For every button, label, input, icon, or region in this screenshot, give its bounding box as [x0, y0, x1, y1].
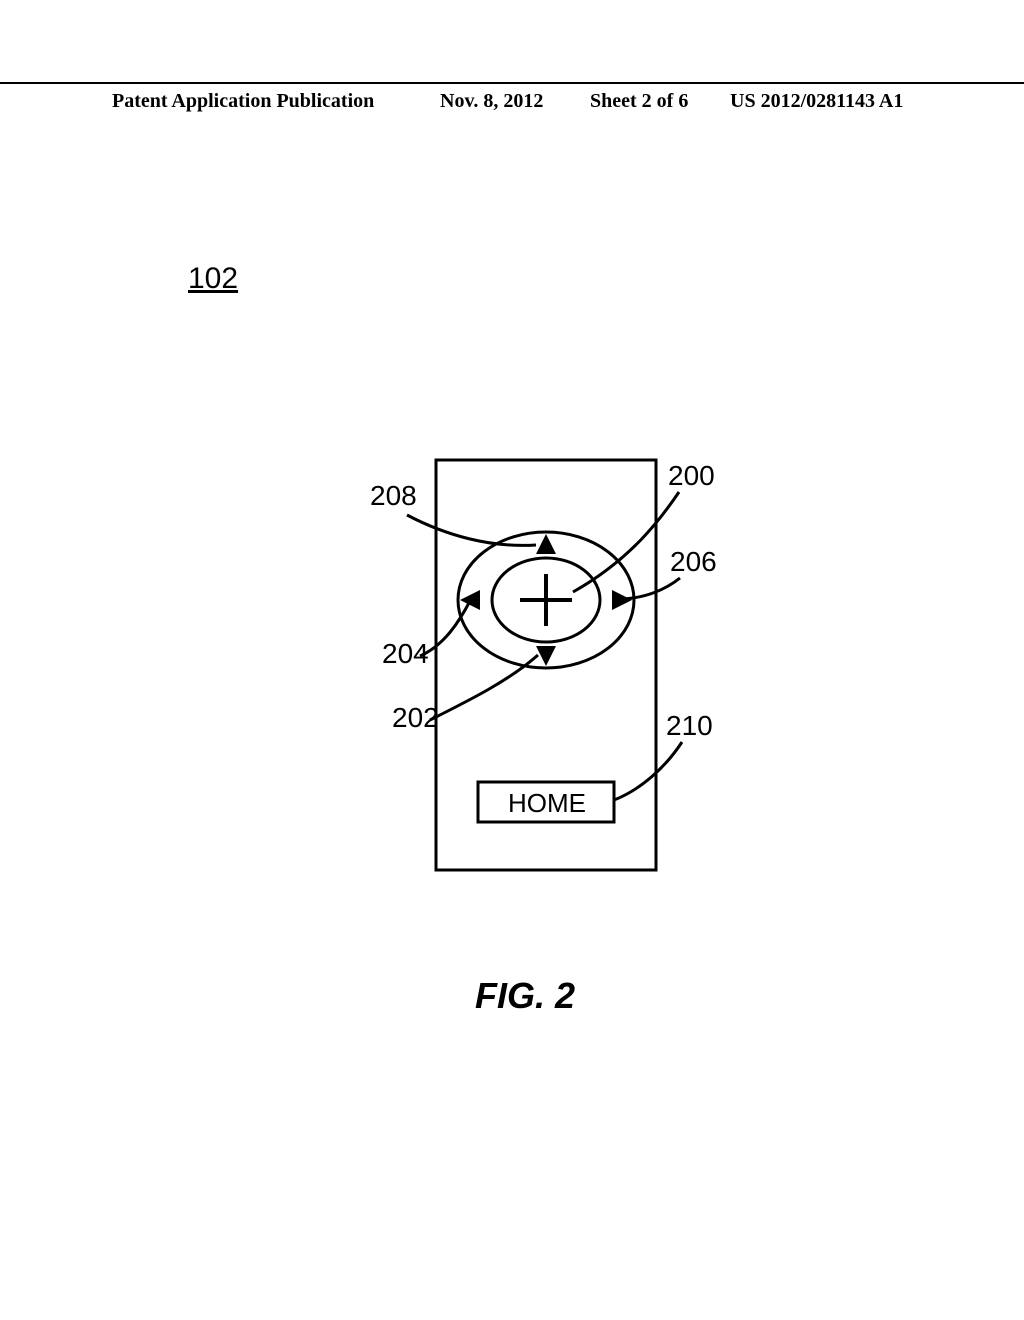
- callout-210: 210: [666, 710, 713, 742]
- callout-208: 208: [370, 480, 417, 512]
- callout-206: 206: [670, 546, 717, 578]
- arrow-left-icon: [460, 590, 480, 610]
- figure-caption: FIG. 2: [475, 975, 575, 1017]
- arrow-right-icon: [612, 590, 632, 610]
- callout-202: 202: [392, 702, 439, 734]
- arrow-up-icon: [536, 534, 556, 554]
- arrow-down-icon: [536, 646, 556, 666]
- callout-204: 204: [382, 638, 429, 670]
- callout-200: 200: [668, 460, 715, 492]
- home-button-label: HOME: [489, 788, 605, 819]
- remote-diagram: [0, 0, 1024, 1320]
